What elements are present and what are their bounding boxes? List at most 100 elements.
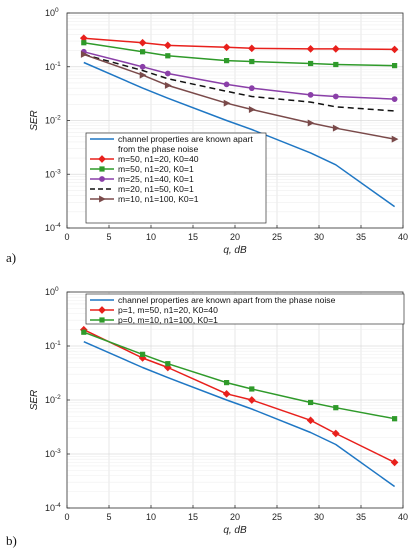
data-point-triangle xyxy=(332,124,340,132)
data-point-circle xyxy=(307,91,314,98)
data-point-diamond xyxy=(306,416,315,425)
legend-box xyxy=(85,132,267,224)
data-point-diamond xyxy=(331,45,340,53)
x-tick-label: 20 xyxy=(230,512,240,522)
x-tick-label: 40 xyxy=(398,512,408,522)
data-point-diamond xyxy=(247,44,256,53)
series-0 xyxy=(83,61,396,208)
data-point-square xyxy=(99,166,105,172)
series-line xyxy=(83,53,395,112)
series-2 xyxy=(81,329,398,422)
series-1 xyxy=(79,34,399,54)
y-axis-label: SER xyxy=(29,110,40,131)
data-point-circle xyxy=(248,85,255,92)
legend-entry: m=50, n1=20, K0=1 xyxy=(118,164,194,174)
legend: channel properties are known apart from t… xyxy=(85,132,267,224)
x-tick-label: 10 xyxy=(146,512,156,522)
data-point-square xyxy=(307,399,314,406)
y-tick-label: 10-3 xyxy=(45,448,61,459)
x-axis-label: q, dB xyxy=(223,245,247,256)
x-tick-label: 25 xyxy=(272,232,282,242)
data-point-diamond xyxy=(138,38,147,47)
panel-label: b) xyxy=(6,533,17,548)
data-point-triangle xyxy=(80,50,88,58)
series-4 xyxy=(83,53,395,112)
x-tick-label: 10 xyxy=(146,232,156,242)
data-point-triangle xyxy=(307,119,315,127)
x-tick-label: 15 xyxy=(188,232,198,242)
series-3 xyxy=(80,48,398,103)
data-point-square xyxy=(333,61,339,68)
x-tick-label: 30 xyxy=(314,232,324,242)
x-tick-label: 0 xyxy=(64,232,69,242)
legend-entry: p=0, m=10, n1=100, K0=1 xyxy=(118,315,218,325)
data-point-triangle xyxy=(223,99,231,107)
y-tick-label: 100 xyxy=(45,7,59,18)
x-tick-label: 15 xyxy=(188,512,198,522)
data-point-diamond xyxy=(331,429,340,438)
series-line xyxy=(83,341,396,488)
chart-panel-b: 0 5 10 15 20 25 30 35 40 10-4 10-3 10-2 10-1 100 q, dB… xyxy=(6,286,408,548)
x-tick-label: 35 xyxy=(356,232,366,242)
x-tick-label: 35 xyxy=(356,512,366,522)
legend-entry: p=1, m=50, n1=20, K0=40 xyxy=(118,305,218,315)
data-point-square xyxy=(140,351,146,357)
data-point-triangle xyxy=(391,135,399,143)
data-point-diamond xyxy=(163,363,172,372)
data-point-square xyxy=(81,329,87,335)
data-point-circle xyxy=(164,70,171,77)
series-line xyxy=(83,51,395,100)
series-0 xyxy=(83,341,396,488)
panel-label: a) xyxy=(6,250,16,265)
series-line xyxy=(83,41,395,67)
legend-entry: m=25, n1=40, K0=1 xyxy=(118,174,194,184)
series-2 xyxy=(81,40,398,69)
legend-entry: m=20, n1=50, K0=1 xyxy=(118,184,194,194)
legend-entry: channel properties are known apart from … xyxy=(118,295,336,305)
data-point-circle xyxy=(223,81,230,88)
data-point-triangle xyxy=(99,195,106,203)
series-5 xyxy=(80,50,399,143)
x-tick-label: 0 xyxy=(64,512,69,522)
data-point-square xyxy=(165,53,171,59)
legend-entry: channel properties are known apart from t… xyxy=(118,134,253,154)
data-point-circle xyxy=(99,176,105,182)
data-point-square xyxy=(391,416,398,422)
x-tick-label: 5 xyxy=(106,232,111,242)
data-point-diamond xyxy=(247,396,256,404)
data-point-diamond xyxy=(390,458,399,467)
data-point-circle xyxy=(139,63,146,70)
data-point-diamond xyxy=(98,155,106,163)
data-point-square xyxy=(249,58,255,65)
legend: channel properties are known apart from … xyxy=(85,293,405,325)
series-line xyxy=(83,331,395,420)
data-point-square xyxy=(249,386,255,392)
data-point-square xyxy=(140,49,146,55)
series-line xyxy=(83,61,396,208)
y-tick-label: 100 xyxy=(45,286,59,297)
y-tick-label: 10-2 xyxy=(45,115,61,126)
data-point-diamond xyxy=(98,306,106,314)
legend-entry: m=50, n1=20, K0=40 xyxy=(118,154,199,164)
data-point-diamond xyxy=(163,41,172,50)
data-point-square xyxy=(307,60,314,67)
y-tick-label: 10-4 xyxy=(45,222,61,233)
x-tick-label: 5 xyxy=(106,512,111,522)
series-line xyxy=(83,329,395,464)
data-point-square xyxy=(81,40,87,46)
data-point-square xyxy=(165,361,171,367)
data-point-triangle xyxy=(164,81,172,89)
legend-box xyxy=(85,293,405,325)
data-point-square xyxy=(333,405,339,411)
data-point-square xyxy=(224,58,230,64)
x-axis-label: q, dB xyxy=(223,525,247,536)
data-point-triangle xyxy=(248,106,256,114)
y-tick-label: 10-3 xyxy=(45,168,61,179)
y-axis-label: SER xyxy=(29,390,40,411)
y-tick-label: 10-2 xyxy=(45,394,61,405)
x-tick-label: 25 xyxy=(272,512,282,522)
data-point-triangle xyxy=(139,71,147,79)
x-tick-label: 20 xyxy=(230,232,240,242)
data-point-diamond xyxy=(390,45,399,54)
